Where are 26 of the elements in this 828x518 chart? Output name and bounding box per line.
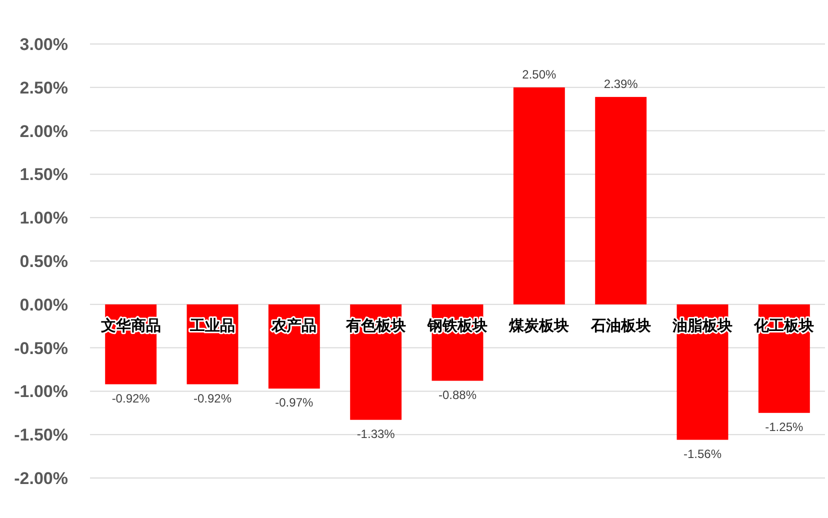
bar (513, 87, 565, 304)
y-tick-label: -1.50% (14, 426, 68, 445)
data-label: -0.88% (438, 388, 477, 402)
data-label: -0.97% (275, 396, 314, 410)
y-tick-label: 0.50% (20, 252, 68, 271)
x-tick-label: 农产品 (270, 317, 317, 334)
y-tick-label: -2.00% (14, 469, 68, 488)
bar (595, 96, 647, 304)
y-tick-label: 1.50% (20, 165, 68, 184)
y-tick-label: 2.50% (20, 78, 68, 98)
data-label: -1.25% (765, 420, 804, 434)
y-tick-label: 1.00% (20, 208, 68, 228)
x-tick-label: 工业品 (189, 317, 235, 334)
y-tick-label: 2.00% (20, 122, 68, 141)
y-tick-label: 0.00% (20, 295, 68, 314)
data-label: 2.50% (522, 67, 557, 82)
data-label: -1.33% (356, 426, 396, 441)
data-label: -0.92% (112, 391, 150, 406)
x-tick-label: 石油板块 (590, 317, 651, 334)
data-label: -1.56% (683, 446, 722, 461)
y-tick-label: -1.00% (14, 382, 68, 402)
data-label: -0.92% (193, 391, 232, 406)
y-tick-label: 3.00% (20, 35, 68, 54)
y-tick-label: -0.50% (14, 338, 68, 358)
x-tick-label: 煤炭板块 (508, 317, 570, 334)
data-label: 2.39% (604, 76, 638, 91)
